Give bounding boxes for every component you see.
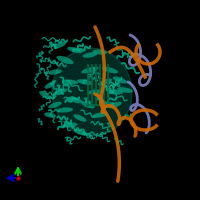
Polygon shape [54, 41, 66, 49]
Polygon shape [113, 77, 127, 83]
Polygon shape [77, 79, 93, 85]
Polygon shape [107, 89, 123, 95]
Polygon shape [102, 67, 118, 73]
Polygon shape [101, 102, 115, 108]
Polygon shape [81, 102, 95, 108]
Polygon shape [93, 49, 107, 55]
Polygon shape [48, 102, 62, 108]
Polygon shape [67, 47, 83, 53]
Polygon shape [57, 107, 73, 113]
Polygon shape [73, 129, 87, 135]
Polygon shape [74, 114, 86, 122]
Polygon shape [98, 79, 112, 85]
Polygon shape [81, 67, 99, 73]
Ellipse shape [52, 48, 132, 136]
Polygon shape [108, 102, 122, 108]
Polygon shape [45, 81, 55, 89]
Polygon shape [67, 97, 83, 103]
Polygon shape [117, 87, 133, 93]
Polygon shape [48, 69, 62, 75]
Polygon shape [39, 91, 51, 99]
Polygon shape [88, 89, 102, 95]
Polygon shape [62, 79, 78, 85]
Polygon shape [56, 56, 74, 64]
Polygon shape [83, 52, 97, 58]
Polygon shape [92, 112, 108, 118]
Polygon shape [44, 112, 56, 118]
Polygon shape [53, 89, 67, 95]
Polygon shape [63, 122, 77, 128]
